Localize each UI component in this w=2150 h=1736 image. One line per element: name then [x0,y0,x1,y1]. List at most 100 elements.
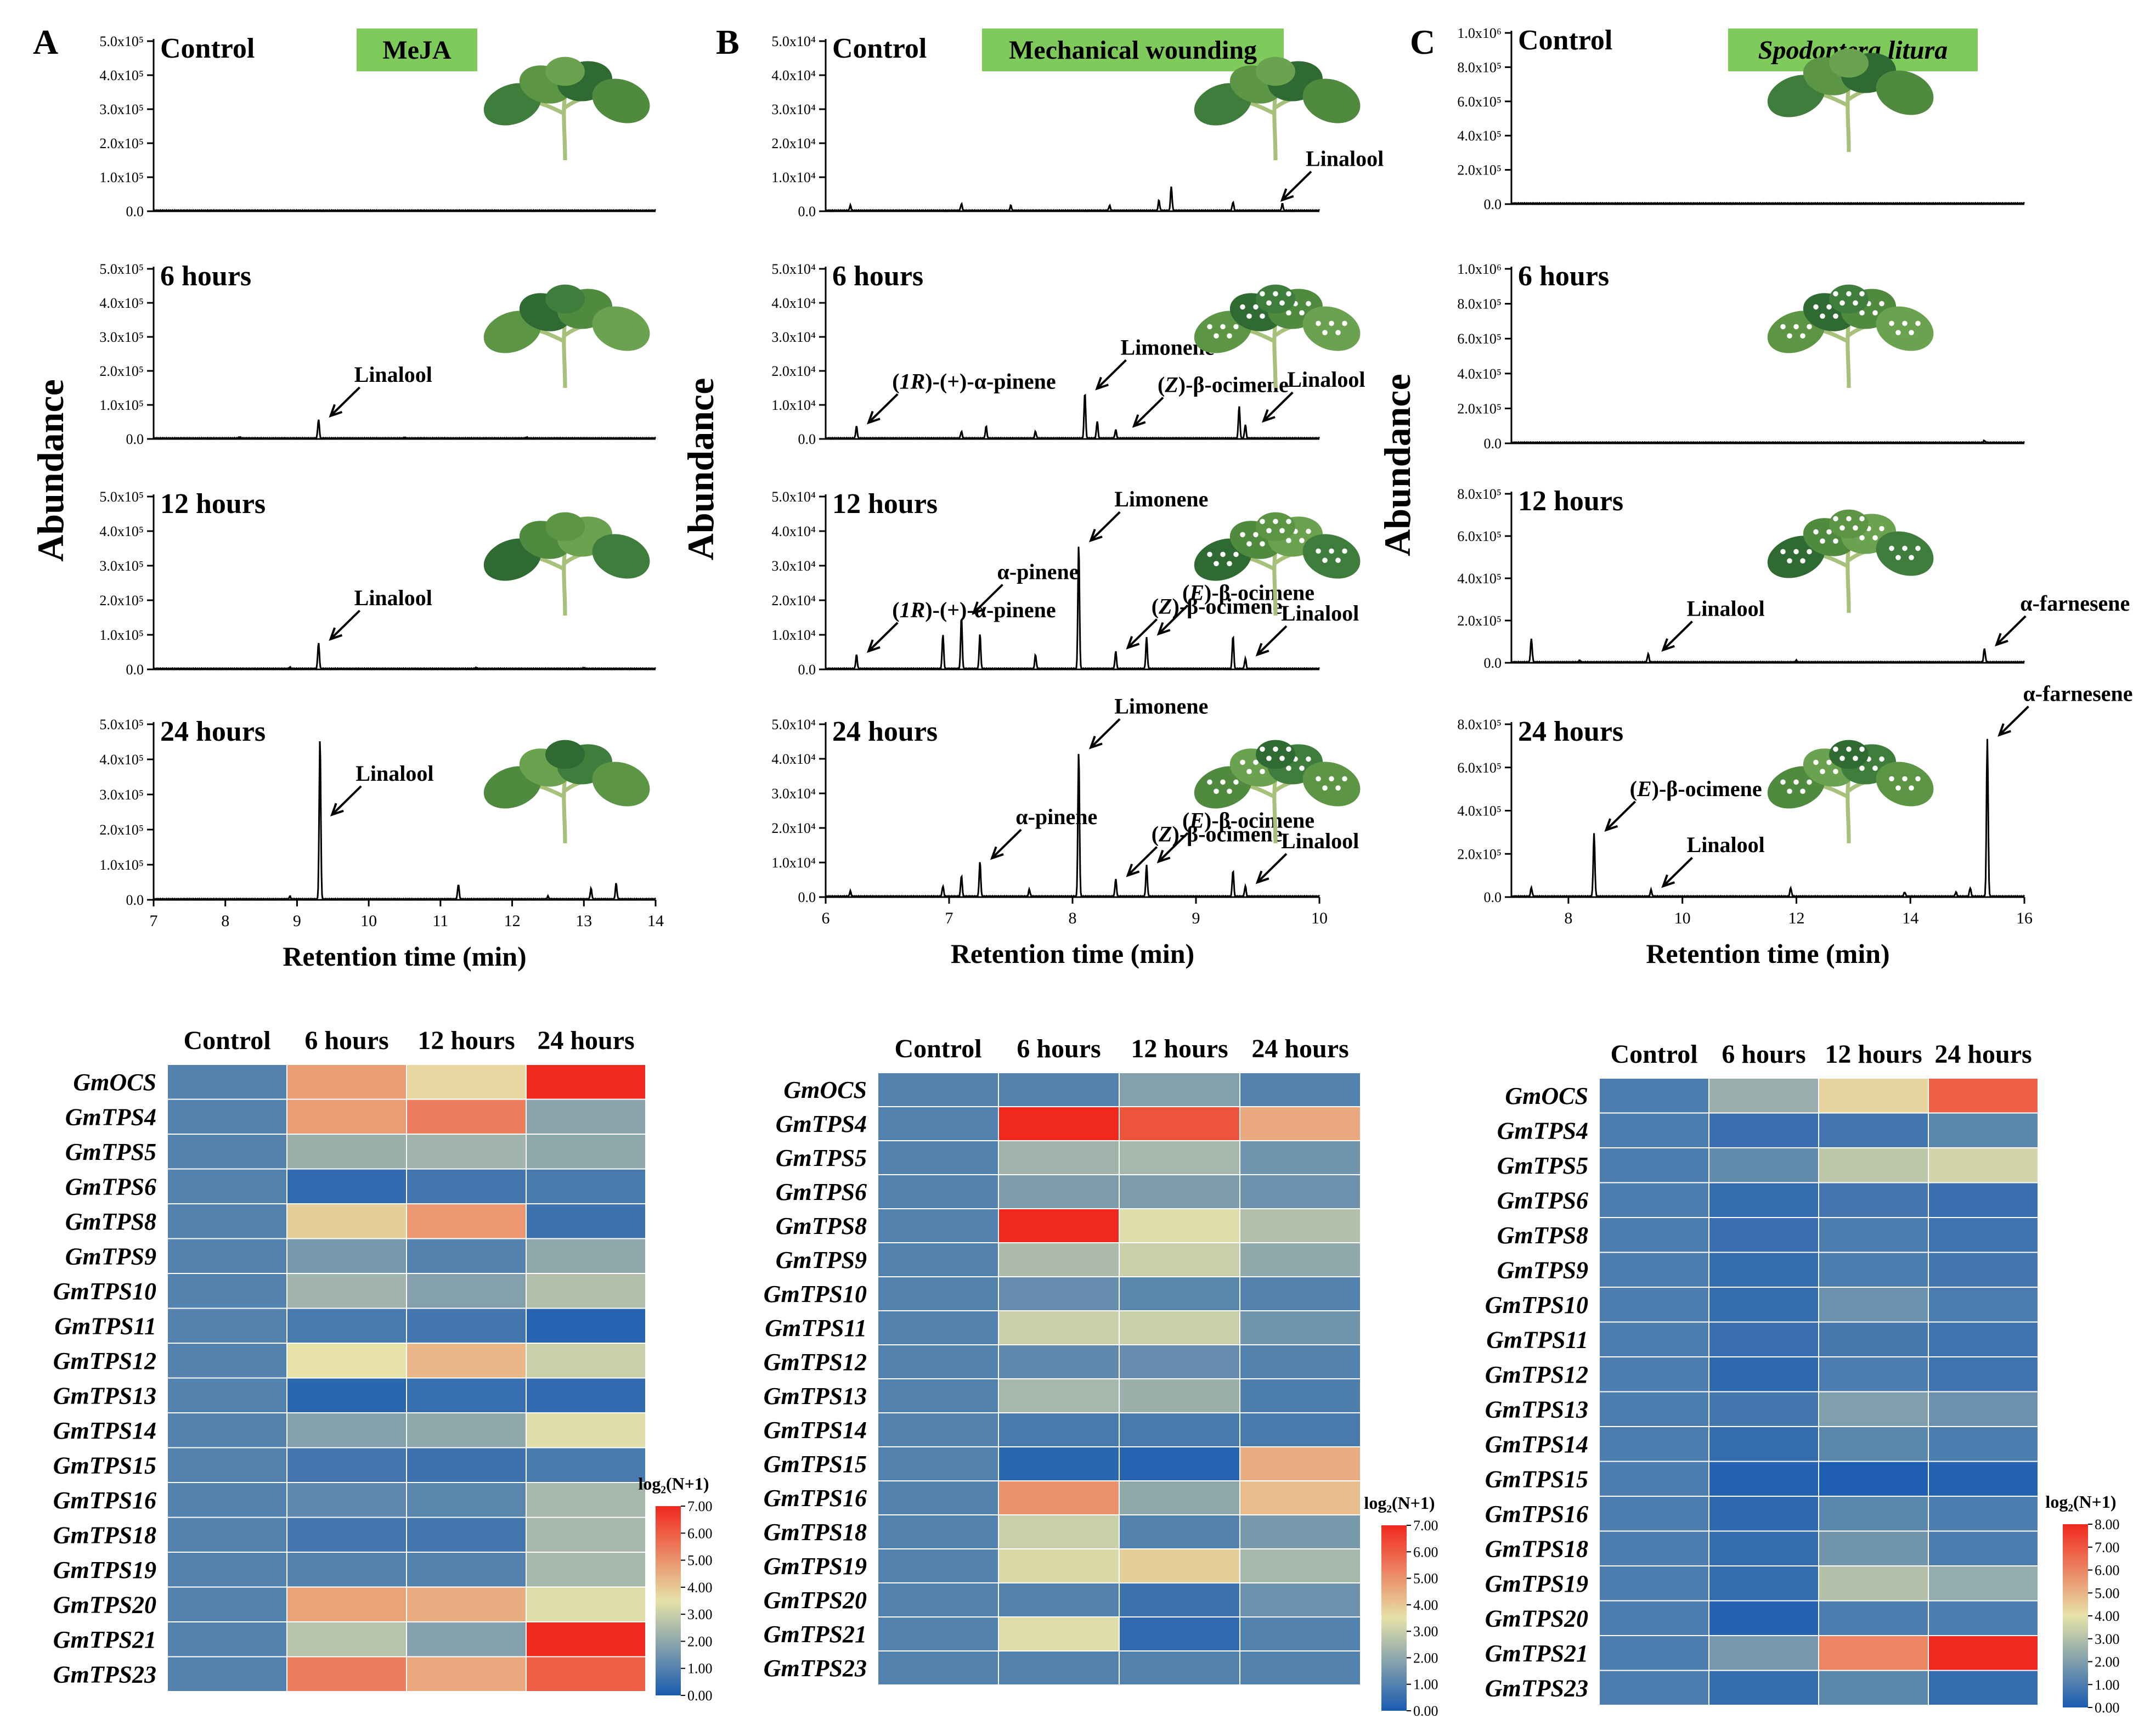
heatmap-gene-label: GmTPS18 [53,1521,156,1548]
y-tick-label: 1.0x10⁵ [99,397,144,413]
heatmap-cell [286,1621,407,1658]
heatmap-cell [406,1412,527,1448]
plant-leaf-hole [1286,765,1291,771]
heatmap-cell [877,1616,999,1652]
heatmap-gene-label: GmTPS11 [765,1315,867,1342]
colorbar-tick-label: 2.00 [2095,1654,2120,1670]
heatmap-cell [1119,1650,1240,1686]
peak-annotation-arrow-head [866,639,881,653]
heatmap-cell [877,1344,999,1379]
y-tick-label: 0.0 [126,892,144,908]
heatmap-cell [526,1203,646,1239]
peak-annotation-label: α-pinene [997,560,1079,584]
plant-leaf-hole [1807,779,1812,785]
peak-annotation-arrow [1158,832,1189,863]
heatmap-cell [406,1134,527,1170]
heatmap-cell [1599,1356,1709,1393]
heatmap-cell [286,1064,407,1100]
y-tick-label: 1.0x10⁴ [771,170,816,185]
heatmap-column-header: Control [1610,1040,1697,1069]
peak-annotation-label: Linalool [1281,828,1359,853]
heatmap-cell [406,1377,527,1413]
heatmap-cell [1239,1310,1361,1345]
heatmap-gene-label: GmTPS23 [1485,1675,1588,1701]
heatmap-cell [1599,1182,1709,1218]
plant-leaf [1876,70,1934,115]
heatmap-gene-label: GmTPS6 [65,1173,156,1200]
x-tick-label: 8 [1564,909,1572,927]
plant-leaf-hole [1207,551,1212,557]
y-tick-label: 1.0x10⁵ [99,627,144,643]
heatmap-cell [1239,1276,1361,1311]
heatmap-colorbar: log₂(N+1) 0.00 1.00 2.00 3.00 4.00 5.00 6.00 7.0… [2045,1492,2119,1716]
plant-leaf [592,762,650,807]
panel-letter: B [716,22,740,61]
plant-leaf [1302,306,1361,351]
heatmap-cell [167,1134,287,1170]
heatmap-cell [286,1586,407,1622]
heatmap-gene-label: GmTPS8 [1497,1222,1588,1249]
heatmap-cell [286,1203,407,1239]
heatmap-cell [526,1447,646,1483]
series-title: 6 hours [1518,261,1609,292]
y-tick-label: 1.0x10⁵ [99,857,144,873]
colorbar-tick-label: 1.00 [1413,1677,1438,1693]
heatmap-cell [406,1064,527,1100]
chromatogram-panel-A: A MeJA Abundance 0.0 1.0x10⁵ 2.0x10⁵ 3.0x10⁵ 4.… [30,22,664,972]
heatmap-cell [1599,1147,1709,1183]
peak-annotation-label: Linalool [1687,832,1765,857]
peak-annotation-label: Linalool [1687,596,1765,621]
heatmap-cell [998,1072,1120,1107]
heatmap-cell [1239,1140,1361,1175]
heatmap-gene-label: GmTPS11 [54,1312,156,1339]
x-tick-label: 14 [1902,909,1918,927]
heatmap-gene-label: GmTPS10 [764,1281,867,1307]
heatmap-gene-label: GmTPS18 [764,1519,867,1546]
plant-leaf-hole [1820,313,1825,319]
heatmap-cell [526,1343,646,1379]
plant-leaf-hole [1826,529,1832,535]
plant-leaf-hole [1826,759,1832,765]
heatmap-cell [1818,1565,1929,1602]
heatmap-cell [286,1098,407,1135]
peak-annotation-arrow [1262,391,1294,422]
chromatogram-12-hours: 0.0 2.0x10⁵ 4.0x10⁵ 6.0x10⁵ 8.0x10⁵ 12 hours L… [1457,486,2130,671]
y-tick-label: 0.0 [126,662,144,678]
heatmap-cell [526,1273,646,1309]
plant-leaf [545,57,585,86]
heatmap-cell [406,1203,527,1239]
plant-leaf-hole [1787,558,1792,563]
y-tick-label: 3.0x10⁵ [99,558,144,574]
heatmap-gene-label: GmTPS10 [1485,1292,1588,1318]
y-tick-label: 4.0x10⁴ [771,523,816,539]
peak-annotation-label: (E)-β-ocimene [1182,580,1314,605]
heatmap-cell [526,1621,646,1658]
plant-leaf-hole [1266,756,1272,761]
plant-leaf-hole [1813,529,1819,535]
heatmap-gene-label: GmTPS14 [764,1417,867,1444]
plant-leaf-hole [1273,518,1278,525]
heatmap-cell [406,1447,527,1483]
chromatogram-trace [825,393,1321,440]
heatmap-cell [1119,1582,1240,1617]
heatmap-cell [1239,1616,1361,1652]
y-tick-label: 0.0 [798,662,816,678]
y-tick-label: 6.0x10⁵ [1457,331,1502,347]
heatmap-cell [286,1482,407,1518]
heatmap-gene-label: GmTPS21 [764,1621,867,1648]
plant-leaf-hole [1902,320,1908,326]
plant-leaf-hole [1787,788,1792,794]
heatmap-cell [167,1168,287,1204]
plant-leaf-hole [1214,333,1219,339]
heatmap-cell [1119,1514,1240,1549]
chromatogram-24-hours: 0.0 2.0x10⁵ 4.0x10⁵ 6.0x10⁵ 8.0x10⁵ 24 hours (… [1457,681,2132,969]
x-tick-label: 12 [504,912,521,930]
plant-leaf [1876,762,1934,807]
heatmap-cell [286,1517,407,1553]
heatmap-cell [1818,1530,1929,1566]
plant-leaf-hole [1780,549,1786,555]
heatmap-cell [1708,1426,1819,1462]
y-tick-label: 2.0x10⁵ [1457,613,1502,629]
y-tick-label: 3.0x10⁴ [771,329,816,345]
peak-annotation-arrow [1096,359,1127,390]
